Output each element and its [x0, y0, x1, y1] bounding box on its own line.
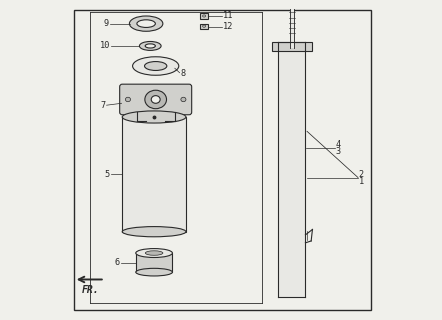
Ellipse shape — [145, 44, 156, 48]
FancyBboxPatch shape — [120, 84, 192, 115]
Text: 4: 4 — [336, 140, 341, 149]
Ellipse shape — [145, 251, 163, 255]
Bar — [200, 13, 208, 19]
Ellipse shape — [202, 15, 206, 17]
Bar — [122, 117, 186, 232]
Text: 7: 7 — [100, 101, 106, 110]
Ellipse shape — [122, 227, 186, 237]
Text: 10: 10 — [99, 41, 110, 51]
Text: FR.: FR. — [82, 285, 100, 295]
Ellipse shape — [130, 16, 163, 31]
Ellipse shape — [136, 268, 172, 276]
Text: 11: 11 — [223, 12, 233, 20]
Ellipse shape — [139, 42, 161, 50]
Bar — [200, 24, 208, 29]
Bar — [272, 42, 312, 51]
Text: 9: 9 — [103, 19, 109, 28]
Bar — [136, 253, 172, 272]
Text: 3: 3 — [336, 147, 341, 156]
Text: 5: 5 — [105, 170, 110, 179]
Ellipse shape — [137, 20, 156, 28]
Ellipse shape — [181, 97, 186, 102]
Ellipse shape — [202, 25, 206, 27]
Ellipse shape — [151, 96, 160, 103]
Text: 6: 6 — [114, 258, 120, 267]
Bar — [290, 9, 294, 49]
Ellipse shape — [126, 97, 130, 102]
Text: 12: 12 — [223, 22, 233, 31]
Ellipse shape — [133, 57, 179, 75]
Text: 1: 1 — [358, 177, 364, 186]
Ellipse shape — [122, 111, 186, 123]
Text: 8: 8 — [180, 69, 186, 78]
Text: 2: 2 — [358, 171, 364, 180]
Ellipse shape — [145, 61, 167, 70]
Bar — [278, 42, 305, 297]
Ellipse shape — [145, 90, 167, 109]
Ellipse shape — [136, 249, 172, 258]
